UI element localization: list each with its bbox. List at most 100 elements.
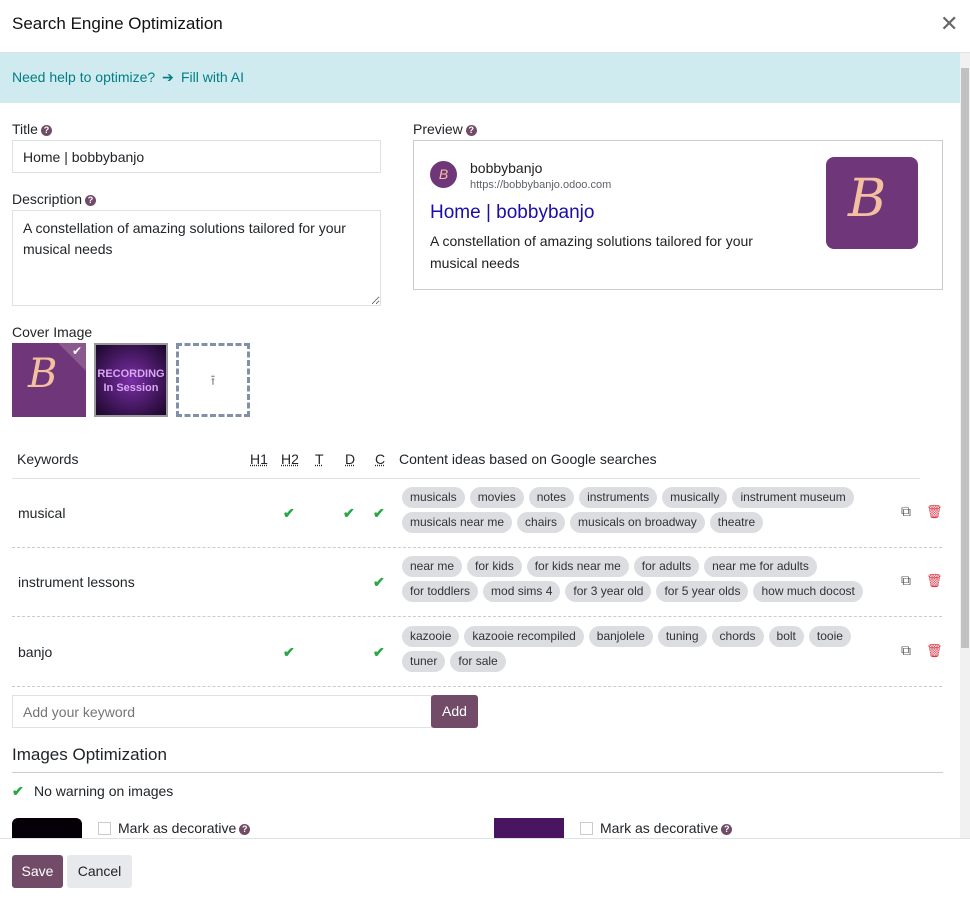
row-divider	[12, 686, 942, 687]
scrollbar-thumb[interactable]	[961, 68, 969, 648]
arrow-right-icon: ➔	[162, 69, 174, 85]
t-header: T	[315, 451, 324, 467]
help-icon: ?	[465, 125, 477, 136]
help-icon: ?	[239, 824, 251, 835]
keyword-suggestion-tag[interactable]: kazooie recompiled	[464, 626, 584, 647]
check-icon: ✔	[373, 505, 385, 521]
content-ideas: kazooie kazooie recompiled banjolele tuning…	[402, 626, 884, 672]
keyword-suggestion-tag[interactable]: musicals on broadway	[570, 512, 705, 533]
keyword-suggestion-tag[interactable]: for 3 year old	[565, 581, 652, 602]
preview-label: Preview	[413, 121, 463, 137]
keyword-suggestion-tag[interactable]: near me	[402, 556, 463, 577]
external-link-icon[interactable]: ⧉	[901, 642, 911, 658]
divider	[12, 772, 943, 773]
keyword-suggestion-tag[interactable]: for toddlers	[402, 581, 479, 602]
keyword-text: banjo	[18, 644, 53, 660]
external-link-icon[interactable]: ⧉	[901, 503, 911, 519]
trash-icon[interactable]: 🗑	[926, 504, 943, 519]
trash-icon[interactable]: 🗑	[926, 643, 943, 658]
upload-icon: ⭱	[210, 372, 216, 388]
preview-url: https://bobbybanjo.odoo.com	[470, 179, 612, 191]
keywords-header: Keywords	[17, 451, 79, 467]
site-favicon: B	[430, 161, 457, 188]
keyword-suggestion-tag[interactable]: musicals	[402, 487, 465, 508]
dialog-title: Search Engine Optimization	[12, 14, 223, 33]
check-icon: ✔	[12, 783, 24, 799]
cancel-button[interactable]: Cancel	[67, 855, 132, 888]
keyword-suggestion-tag[interactable]: for kids near me	[526, 556, 629, 577]
keyword-suggestion-tag[interactable]: for adults	[633, 556, 700, 577]
add-keyword-button[interactable]: Add	[431, 695, 478, 728]
preview-title: Home | bobbybanjo	[430, 202, 595, 223]
keyword-suggestion-tag[interactable]: near me for adults	[704, 556, 817, 577]
keyword-suggestion-tag[interactable]: bolt	[768, 626, 804, 647]
preview-image: B	[826, 157, 918, 249]
image-thumbnail	[12, 818, 82, 838]
check-icon: ✔	[373, 574, 385, 590]
trash-icon[interactable]: 🗑	[926, 573, 943, 588]
check-icon: ✔	[283, 505, 295, 521]
c-header: C	[375, 451, 386, 467]
keyword-suggestion-tag[interactable]: notes	[528, 487, 575, 508]
keyword-suggestion-tag[interactable]: banjolele	[588, 626, 653, 647]
keyword-suggestion-tag[interactable]: tuning	[657, 626, 707, 647]
decorative-label: Mark as decorative	[118, 820, 237, 836]
keyword-suggestion-tag[interactable]: musically	[662, 487, 728, 508]
keyword-suggestion-tag[interactable]: for 5 year olds	[656, 581, 749, 602]
divider	[0, 52, 970, 53]
help-link[interactable]: Need help to optimize?	[12, 69, 156, 85]
title-input[interactable]	[12, 140, 381, 173]
fill-with-ai-link[interactable]: Fill with AI	[181, 69, 245, 85]
keyword-suggestion-tag[interactable]: theatre	[709, 512, 764, 533]
external-link-icon[interactable]: ⧉	[901, 572, 911, 588]
decorative-label: Mark as decorative	[600, 820, 719, 836]
footer	[0, 838, 970, 900]
keyword-suggestion-tag[interactable]: for kids	[467, 556, 522, 577]
h2-header: H2	[281, 451, 299, 467]
upload-image-button[interactable]: ⭱	[176, 343, 250, 417]
content-ideas: near me for kids for kids near me for adult…	[402, 556, 884, 602]
check-icon: ✔	[373, 644, 385, 660]
keyword-suggestion-tag[interactable]: tooie	[808, 626, 851, 647]
h1-header: H1	[250, 451, 268, 467]
divider	[12, 478, 920, 479]
keyword-suggestion-tag[interactable]: tuner	[402, 651, 446, 672]
keyword-suggestion-tag[interactable]: movies	[469, 487, 524, 508]
help-icon: ?	[40, 125, 52, 136]
preview-description: A constellation of amazing solutions tai…	[430, 233, 753, 271]
add-keyword-input[interactable]	[12, 695, 432, 728]
keyword-suggestion-tag[interactable]: instruments	[579, 487, 658, 508]
image-thumbnail	[494, 818, 564, 838]
ideas-header: Content ideas based on Google searches	[399, 451, 657, 467]
check-icon: ✔	[343, 505, 355, 521]
content-ideas: musicals movies notes instruments musically i…	[402, 487, 884, 533]
cover-image-label: Cover Image	[12, 324, 93, 340]
title-label: Title	[12, 121, 38, 137]
images-title: Images Optimization	[12, 745, 167, 764]
help-banner: Need help to optimize? ➔ Fill with AI	[0, 53, 960, 103]
decorative-checkbox[interactable]	[580, 822, 593, 835]
row-divider	[12, 547, 942, 548]
keyword-suggestion-tag[interactable]: kazooie	[402, 626, 460, 647]
search-preview	[413, 140, 943, 290]
d-header: D	[345, 451, 356, 467]
cover-image-logo[interactable]: ✔ B	[12, 343, 86, 417]
decorative-checkbox[interactable]	[98, 822, 111, 835]
preview-site: bobbybanjo	[470, 160, 543, 176]
keyword-suggestion-tag[interactable]: chairs	[517, 512, 566, 533]
keyword-suggestion-tag[interactable]: musicals near me	[402, 512, 513, 533]
description-label: Description	[12, 191, 83, 207]
close-icon[interactable]: ✕	[940, 11, 959, 36]
keyword-suggestion-tag[interactable]: mod sims 4	[483, 581, 561, 602]
description-textarea[interactable]: A constellation of amazing solutions tai…	[12, 210, 381, 306]
keyword-suggestion-tag[interactable]: how much docost	[753, 581, 863, 602]
keyword-text: instrument lessons	[18, 574, 135, 590]
save-button[interactable]: Save	[12, 855, 63, 888]
keyword-suggestion-tag[interactable]: chords	[711, 626, 764, 647]
cover-image-recording[interactable]: RECORDING In Session	[94, 343, 168, 417]
keyword-suggestion-tag[interactable]: for sale	[450, 651, 506, 672]
images-status: No warning on images	[34, 783, 174, 799]
keyword-suggestion-tag[interactable]: instrument museum	[732, 487, 854, 508]
selected-check-icon: ✔	[71, 344, 82, 358]
help-icon: ?	[721, 824, 733, 835]
